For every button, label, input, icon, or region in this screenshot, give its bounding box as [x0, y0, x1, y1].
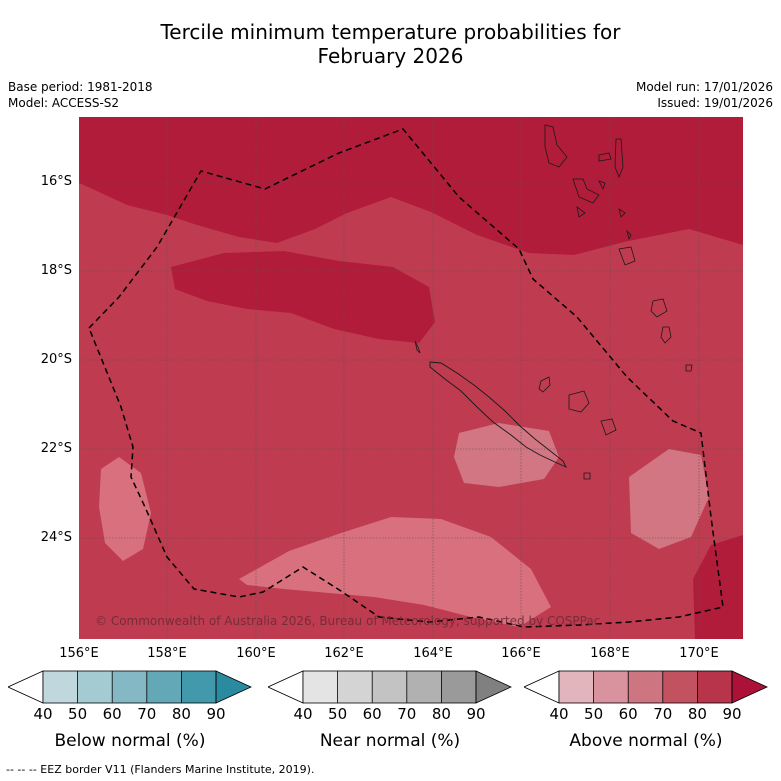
copyright-notice: © Commonwealth of Australia 2026, Bureau… [95, 614, 601, 628]
colorbar-above-bin-40-50 [559, 671, 594, 703]
mare-island [600, 418, 617, 436]
colorbar-below-bin-40-50 [43, 671, 78, 703]
efate [618, 246, 636, 266]
tick-label: 50 [584, 705, 604, 723]
colorbar-below-underflow [7, 670, 44, 704]
colorbar-above-normal [523, 670, 768, 704]
map-title: Tercile minimum temperature probabilitie… [0, 20, 781, 68]
title-line-2: February 2026 [317, 44, 464, 68]
lon-label-158e: 158°E [147, 646, 187, 661]
colorbar-below-ticks: 40 50 60 70 80 90 [8, 705, 252, 725]
graticule [79, 117, 743, 639]
new-caledonia-coast [429, 361, 567, 468]
lon-label-164e: 164°E [413, 646, 453, 661]
tick-label: 60 [618, 705, 638, 723]
tick-label: 80 [431, 705, 451, 723]
espiritu-santo [544, 124, 568, 168]
meta-left: Base period: 1981-2018 Model: ACCESS-S2 [8, 79, 153, 111]
tick-label: 40 [549, 705, 569, 723]
region-80-90-southeast [693, 535, 743, 639]
tick-label: 90 [206, 705, 226, 723]
tick-label: 40 [33, 705, 53, 723]
maewo-pentecost [614, 138, 624, 179]
colorbar-below-bin-60-70 [112, 671, 147, 703]
colorbar-near-bin-50-60 [337, 671, 373, 703]
erromango [650, 298, 668, 318]
colorbar-above-bin-80-90 [697, 671, 732, 703]
tick-label: 50 [68, 705, 88, 723]
lat-label-20s: 20°S [40, 352, 72, 367]
tick-label: 80 [171, 705, 191, 723]
tick-label: 70 [397, 705, 417, 723]
probability-map [79, 117, 743, 639]
lat-label-24s: 24°S [40, 530, 72, 545]
lat-label-18s: 18°S [40, 263, 72, 278]
lon-label-160e: 160°E [236, 646, 276, 661]
colorbar-below-normal [7, 670, 252, 704]
meta-right: Model run: 17/01/2026 Issued: 19/01/2026 [636, 79, 773, 111]
tick-label: 90 [722, 705, 742, 723]
tick-label: 70 [137, 705, 157, 723]
colorbar-near-label: Near normal (%) [319, 731, 461, 751]
eez-legend-note: -- -- -- EEZ border V11 (Flanders Marine… [6, 763, 315, 776]
tick-label: 80 [687, 705, 707, 723]
ouvea-island [538, 376, 551, 393]
model-name: Model: ACCESS-S2 [8, 96, 120, 110]
region-80-90-central [171, 251, 435, 343]
region-60-70-center [454, 423, 559, 487]
isle-of-pines [583, 472, 591, 480]
colorbar-near-underflow [267, 670, 304, 704]
model-run: Model run: 17/01/2026 [635, 80, 773, 94]
vanuatu-small-islands [576, 152, 632, 241]
lon-label-162e: 162°E [324, 646, 364, 661]
region-60-70-south [239, 517, 551, 627]
lon-label-166e: 166°E [501, 646, 541, 661]
lat-label-22s: 22°S [40, 441, 72, 456]
belep-islands [414, 340, 421, 354]
colorbar-near-ticks: 40 50 60 70 80 90 [268, 705, 512, 725]
colorbar-near-bin-60-70 [372, 671, 407, 703]
region-60-70-west [99, 457, 151, 561]
colorbar-above-label: Above normal (%) [569, 731, 723, 751]
colorbar-above-bin-60-70 [628, 671, 663, 703]
colorbar-above-bin-70-80 [662, 671, 698, 703]
colorbar-below-bin-80-90 [181, 671, 216, 703]
map-panel [79, 117, 743, 639]
lon-label-170e: 170°E [679, 646, 719, 661]
colorbar-above-ticks: 40 50 60 70 80 90 [524, 705, 768, 725]
colorbar-above-overflow [731, 670, 768, 704]
colorbar-near-bin-80-90 [441, 671, 476, 703]
region-60-70-east [629, 449, 709, 549]
tick-label: 60 [362, 705, 382, 723]
region-80-90-north [79, 117, 743, 255]
tick-label: 40 [293, 705, 313, 723]
colorbar-below-overflow [215, 670, 252, 704]
tick-label: 60 [102, 705, 122, 723]
colorbar-below-bin-70-80 [146, 671, 182, 703]
tick-label: 90 [466, 705, 486, 723]
lon-label-168e: 168°E [590, 646, 630, 661]
colorbar-near-bin-40-50 [303, 671, 338, 703]
colorbar-below-label: Below normal (%) [54, 731, 206, 751]
tanna [660, 326, 672, 344]
colorbar-below-bin-50-60 [77, 671, 113, 703]
eez-border [88, 128, 724, 628]
malekula [572, 178, 600, 204]
tick-label: 70 [653, 705, 673, 723]
title-line-1: Tercile minimum temperature probabilitie… [160, 20, 621, 44]
lon-label-156e: 156°E [59, 646, 99, 661]
colorbar-near-bin-70-80 [406, 671, 442, 703]
colorbar-near-overflow [475, 670, 512, 704]
issued-date: Issued: 19/01/2026 [657, 96, 773, 110]
colorbar-near-normal [267, 670, 512, 704]
tick-label: 50 [328, 705, 348, 723]
lat-label-16s: 16°S [40, 174, 72, 189]
base-period: Base period: 1981-2018 [8, 80, 153, 94]
aneityum [685, 364, 693, 372]
lifou-island [568, 390, 590, 413]
colorbar-above-bin-50-60 [593, 671, 629, 703]
colorbar-above-underflow [523, 670, 560, 704]
